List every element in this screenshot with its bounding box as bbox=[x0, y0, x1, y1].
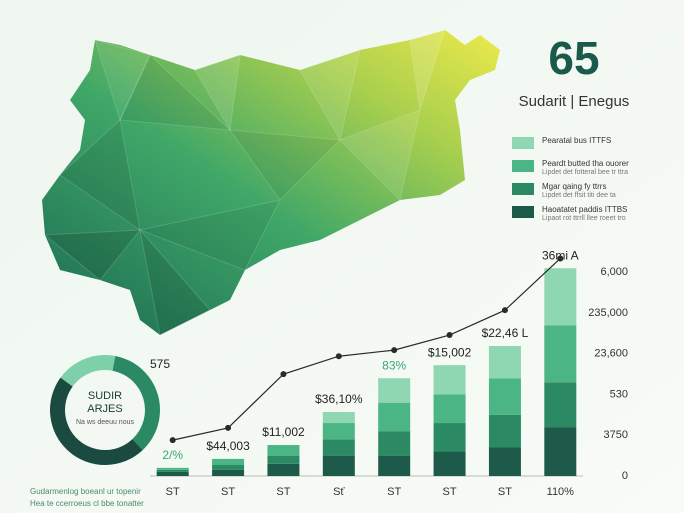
bar-annotation: $36,10% bbox=[315, 392, 363, 406]
bar-annotation: 36mi A bbox=[542, 248, 579, 262]
bar-segment bbox=[156, 469, 189, 472]
bar-annotation: $11,002 bbox=[262, 425, 305, 439]
bar-segment bbox=[212, 458, 245, 465]
bar-segment bbox=[267, 463, 300, 476]
bar-annotation: $44,003 bbox=[206, 439, 250, 453]
title: 65 bbox=[548, 32, 599, 84]
donut-segment bbox=[50, 377, 143, 465]
trend-line bbox=[172, 258, 561, 441]
legend-note: Lipdet det ffsit titi dee ta bbox=[542, 192, 616, 199]
x-tick-label: ST bbox=[221, 486, 235, 498]
trend-point bbox=[225, 424, 232, 431]
bar-segment bbox=[544, 382, 577, 428]
bar-segment bbox=[156, 467, 189, 470]
x-tick-label: ST bbox=[387, 486, 401, 498]
bar-segment bbox=[488, 346, 521, 379]
bar-annotation: $15,002 bbox=[428, 345, 472, 359]
bar-annotation: 83% bbox=[382, 358, 406, 372]
bar-segment bbox=[544, 268, 577, 326]
x-tick-label: ST bbox=[443, 486, 457, 498]
bar-segment bbox=[322, 455, 355, 476]
legend-label: Pearatal bus ITTFS bbox=[542, 136, 611, 145]
bar-segment bbox=[212, 469, 245, 476]
trend-point bbox=[169, 437, 176, 444]
footer-text: Hea te ccerroeus cl bbe tonatter bbox=[30, 499, 144, 508]
trend-point bbox=[280, 371, 287, 378]
bar-segment bbox=[156, 471, 189, 476]
bar-annotation: $22,46 L bbox=[482, 326, 529, 340]
bar-segment bbox=[378, 455, 411, 476]
subtitle: Sudarit | Enegus bbox=[519, 93, 630, 110]
legend-swatch bbox=[512, 160, 534, 172]
donut-center-text: ARJES bbox=[87, 403, 122, 415]
y-tick-label: 0 bbox=[622, 470, 628, 482]
legend-note: Lipaot rot ttrrll llee roeet tro bbox=[542, 215, 626, 222]
trend-point bbox=[335, 353, 342, 360]
trend-point bbox=[557, 255, 564, 262]
x-tick-label: ST bbox=[498, 486, 512, 498]
bar-segment bbox=[433, 394, 466, 424]
bar-segment bbox=[378, 431, 411, 456]
bar-segment bbox=[322, 412, 355, 424]
bar-segment bbox=[267, 455, 300, 464]
y-tick-label: 23,600 bbox=[594, 348, 628, 360]
bar-segment bbox=[433, 451, 466, 476]
x-tick-label: ST bbox=[276, 486, 290, 498]
bar-segment bbox=[488, 414, 521, 448]
y-tick-label: 3750 bbox=[604, 429, 628, 441]
x-tick-label: ST bbox=[166, 486, 180, 498]
y-tick-label: 235,000 bbox=[588, 307, 628, 319]
bar-annotation: 2/% bbox=[162, 448, 183, 462]
bar-segment bbox=[212, 465, 245, 470]
bar-segment bbox=[378, 378, 411, 403]
bar-segment bbox=[267, 445, 300, 456]
bar-segment bbox=[488, 378, 521, 415]
bar-segment bbox=[322, 439, 355, 456]
legend-swatch bbox=[512, 183, 534, 195]
legend-note: Lipdet det fotteral bee tr ttra bbox=[542, 169, 628, 176]
bar-segment bbox=[433, 423, 466, 452]
bar-segment bbox=[544, 325, 577, 383]
trend-point bbox=[446, 332, 453, 339]
trend-point bbox=[391, 347, 398, 354]
donut-center-text: Na ws deeuu nous bbox=[76, 419, 134, 426]
bar-segment bbox=[322, 423, 355, 440]
map bbox=[42, 29, 500, 336]
y-tick-label: 530 bbox=[610, 388, 628, 400]
donut-label: 575 bbox=[150, 357, 170, 371]
bar-segment bbox=[378, 402, 411, 432]
x-tick-label: Sť bbox=[333, 486, 345, 498]
donut-segment bbox=[112, 355, 160, 451]
bar-segment bbox=[544, 427, 577, 476]
legend-label: Mgar qaing fy ttrrs bbox=[542, 182, 606, 191]
trend-point bbox=[501, 307, 508, 314]
legend-swatch bbox=[512, 206, 534, 218]
bar-segment bbox=[433, 365, 466, 395]
legend-label: Haoatatet paddis ITTBS bbox=[542, 205, 627, 214]
y-tick-label: 6,000 bbox=[600, 266, 628, 278]
donut-center-text: SUDIR bbox=[88, 390, 122, 402]
x-tick-label: 110% bbox=[547, 486, 575, 498]
legend-swatch bbox=[512, 137, 534, 149]
bar-segment bbox=[488, 447, 521, 476]
legend-label: Peardt butted tha ouorer bbox=[542, 159, 629, 168]
footer-text: Gudarmenlog boeanl ur topenir bbox=[30, 487, 141, 496]
donut-segment bbox=[60, 355, 116, 387]
